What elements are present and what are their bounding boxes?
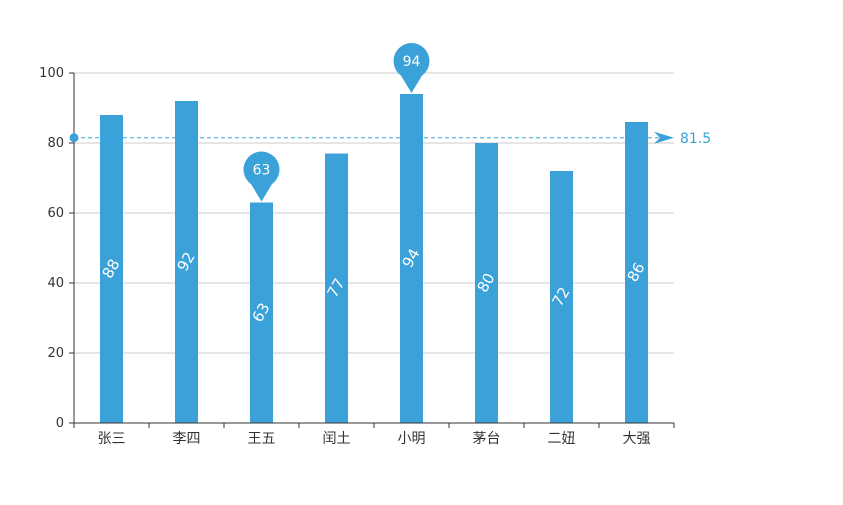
grid-lines bbox=[74, 72, 674, 354]
average-mark-line: 81.5 bbox=[69, 131, 711, 147]
bar[interactable] bbox=[100, 115, 123, 423]
bar[interactable] bbox=[625, 122, 648, 423]
y-tick-label: 80 bbox=[47, 136, 64, 151]
x-tick-label: 张三 bbox=[98, 431, 126, 447]
mark-point-pin-icon bbox=[243, 151, 280, 202]
bar[interactable] bbox=[400, 94, 423, 423]
bar[interactable] bbox=[250, 202, 273, 424]
mark-point-label: 94 bbox=[403, 54, 421, 70]
mark-point-label: 63 bbox=[253, 163, 271, 179]
y-tick-label: 60 bbox=[47, 206, 64, 221]
x-tick-label: 二妞 bbox=[548, 431, 576, 447]
mark-points: 94 63 bbox=[243, 43, 430, 202]
bar[interactable] bbox=[325, 153, 348, 424]
y-tick-label: 0 bbox=[56, 416, 64, 431]
y-tick-label: 20 bbox=[47, 346, 64, 361]
mark-point-pin-icon bbox=[393, 43, 430, 93]
average-line-start-dot bbox=[69, 133, 79, 143]
average-line-arrow-icon bbox=[654, 131, 674, 144]
x-tick-label: 大强 bbox=[623, 431, 651, 447]
x-tick-label: 王五 bbox=[248, 431, 276, 447]
x-tick-label: 闰土 bbox=[323, 431, 351, 447]
y-tick-label: 100 bbox=[39, 66, 64, 81]
x-tick-label: 茅台 bbox=[473, 431, 501, 447]
y-tick-label: 40 bbox=[47, 276, 64, 291]
axes: 0 20 40 60 80 100 张三 李四 王五 闰土 小明 茅台 二妞 大强 bbox=[39, 66, 675, 447]
x-tick-label: 小明 bbox=[398, 431, 426, 447]
bar[interactable] bbox=[550, 171, 573, 423]
average-line-label: 81.5 bbox=[680, 131, 711, 147]
bar[interactable] bbox=[175, 101, 198, 423]
bar[interactable] bbox=[475, 143, 498, 423]
x-tick-label: 李四 bbox=[173, 431, 201, 447]
